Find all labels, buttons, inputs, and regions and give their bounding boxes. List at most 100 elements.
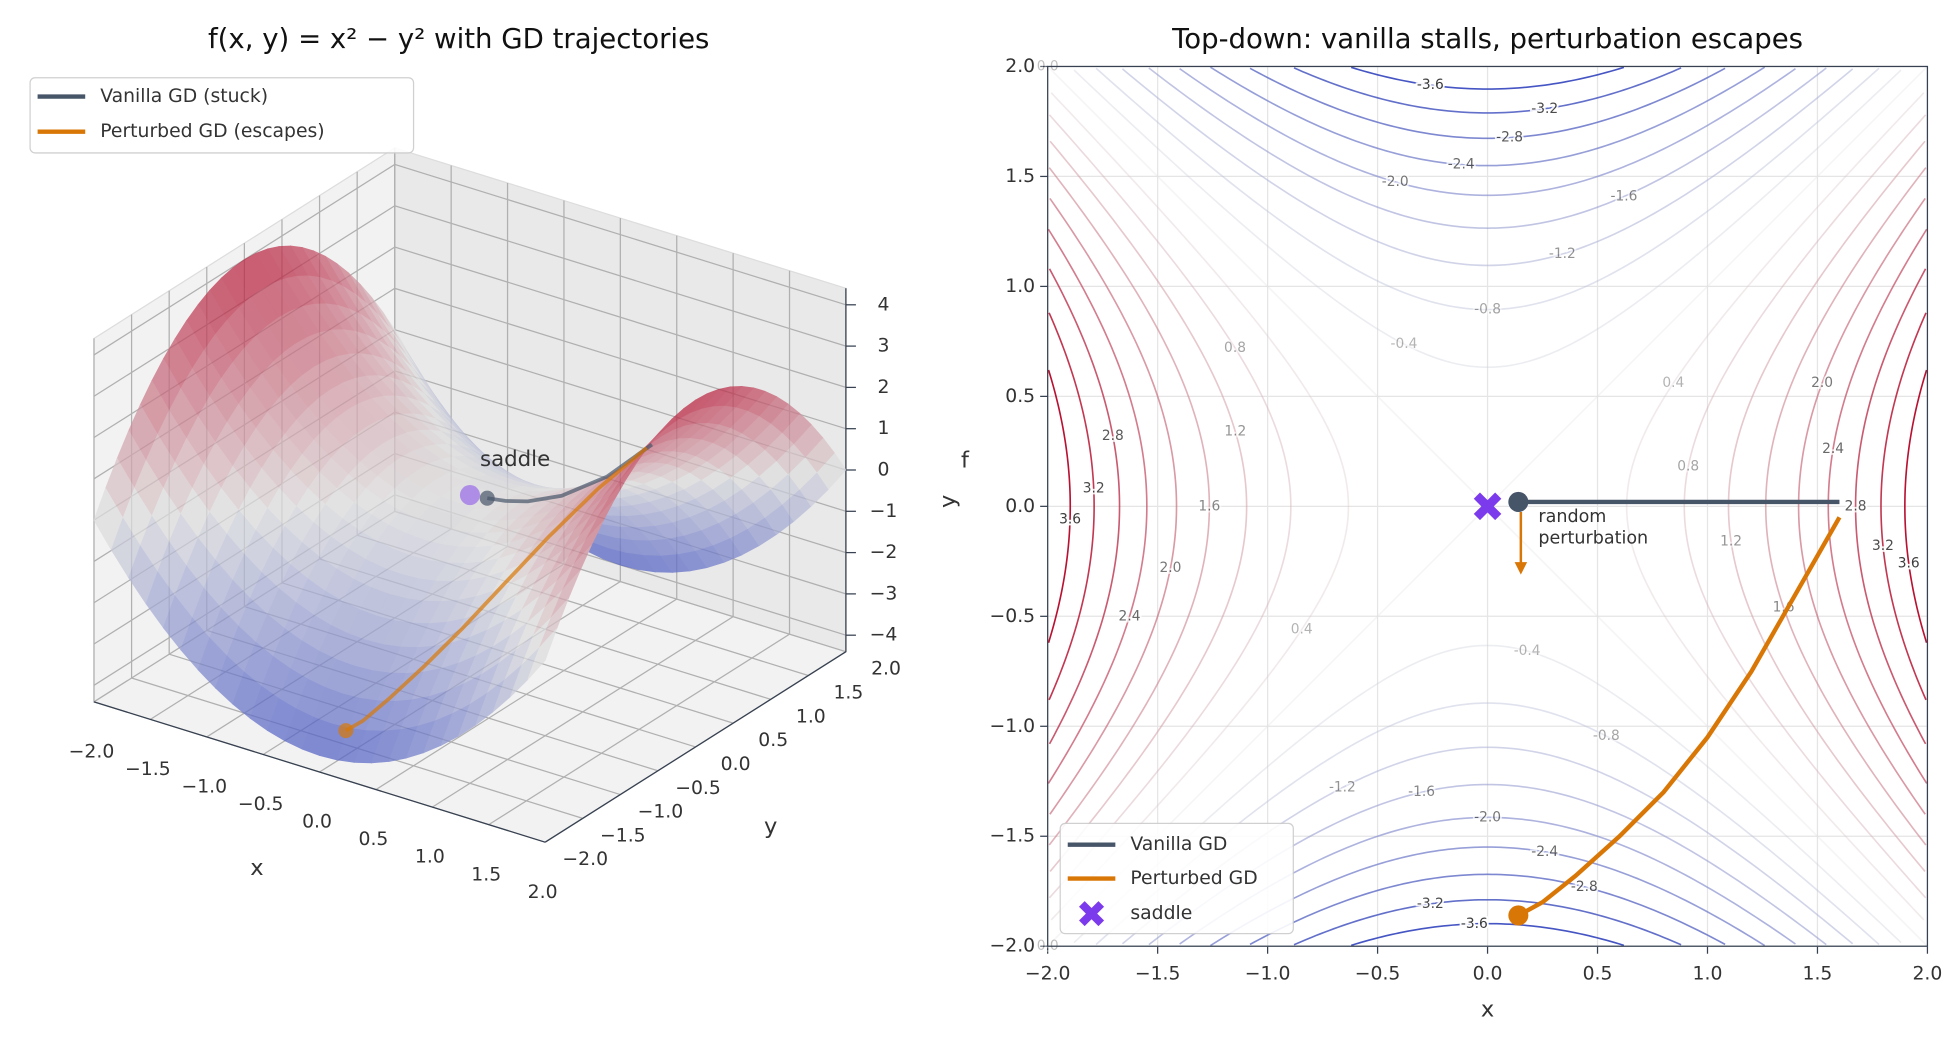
contour-label: -2.0 (1382, 174, 1409, 190)
y-tick-label: −1.0 (638, 802, 684, 823)
contour-label: 1.6 (1198, 498, 1220, 514)
contour-line (1764, 167, 1927, 846)
contour-label: 0.8 (1677, 459, 1699, 475)
contour-label: 2.8 (1102, 428, 1124, 444)
contour-label: 1.2 (1224, 424, 1246, 440)
y-axis-label: f (961, 448, 970, 474)
x-tick-label: 2.0 (528, 882, 558, 903)
contour-line (1350, 922, 1625, 947)
x-axis-label: x (250, 855, 263, 881)
y-tick-label: 1.0 (796, 706, 826, 727)
contour-label: 2.0 (1811, 375, 1833, 391)
contour-label: -3.6 (1417, 77, 1444, 93)
z-tick-label: 2 (878, 377, 890, 398)
contour-label: -3.2 (1531, 101, 1558, 117)
y-tick-label: 1.5 (1005, 166, 1035, 187)
y-tick-label: 0.5 (758, 730, 788, 751)
x-tick-label: 1.0 (415, 847, 445, 868)
contour-label: 3.6 (1898, 556, 1920, 572)
z-tick-label: 3 (878, 336, 890, 357)
contour-label: -2.4 (1531, 844, 1558, 860)
contour-line (1048, 114, 1292, 899)
legend-box (29, 77, 415, 154)
saddle-point (459, 485, 480, 506)
contour-line (1293, 67, 1682, 114)
legend-label: Vanilla GD (1130, 834, 1227, 855)
contour-line (1904, 369, 1928, 643)
contour-line (1048, 312, 1095, 701)
legend-label: Perturbed GD (escapes) (100, 121, 324, 142)
y-tick-label: −2.0 (562, 849, 608, 870)
contour-line (1048, 167, 1211, 846)
legend-box (1059, 822, 1294, 935)
contour-label: 2.4 (1822, 441, 1844, 457)
y-tick-label: −0.5 (675, 778, 721, 799)
z-tick-label: −2 (870, 542, 898, 563)
x-tick-label: −0.5 (1355, 963, 1401, 984)
contour-label: -0.8 (1593, 728, 1620, 744)
trajectory-line (344, 446, 648, 733)
contour-label: 1.2 (1720, 534, 1742, 550)
contour-label: -2.4 (1448, 157, 1475, 173)
annotation-arrowhead (1514, 562, 1528, 575)
contour-line (1073, 69, 1902, 369)
contour-label: 2.8 (1845, 498, 1867, 514)
y-tick-label: −0.5 (990, 606, 1036, 627)
y-axis (544, 651, 847, 843)
contour-line (1179, 68, 1796, 197)
x-tick-label: −2.0 (1025, 963, 1071, 984)
z-tick-label: −1 (870, 501, 898, 522)
y-tick-label: 0.5 (1005, 386, 1035, 407)
contour-line (1047, 228, 1148, 784)
contour-label: -0.4 (1391, 336, 1418, 352)
contour-line (1095, 67, 1880, 311)
contour-label: 2.0 (1160, 560, 1182, 576)
contour-line (1209, 846, 1766, 947)
legend-label: saddle (1130, 903, 1192, 924)
z-tick-label: −3 (870, 583, 898, 604)
x-tick-label: 1.5 (471, 864, 501, 885)
contour-line (1293, 898, 1682, 946)
x-tick-label: −0.5 (238, 794, 284, 815)
surface-cell (527, 628, 558, 680)
trajectory-end (338, 723, 354, 739)
x-tick-label: 2.0 (1912, 963, 1942, 984)
x-tick-label: 0.0 (302, 812, 332, 833)
contour-line (1249, 873, 1726, 946)
contour-line (1625, 92, 1925, 921)
contour-line (1148, 67, 1827, 229)
z-tick-label: 4 (878, 294, 890, 315)
contour-line (1854, 268, 1927, 745)
y-tick-label: −2.0 (990, 936, 1036, 957)
contour-line (1350, 66, 1625, 90)
y-tick-label: 0.0 (721, 754, 751, 775)
contour-line (1121, 68, 1854, 267)
x-tick-label: 0.0 (1473, 963, 1503, 984)
legend-label: Perturbed GD (1130, 868, 1257, 889)
contour-label: 2.4 (1119, 608, 1141, 624)
contour-label: -1.6 (1408, 784, 1435, 800)
contour-label: -2.8 (1571, 879, 1598, 895)
contour-line (1073, 644, 1902, 944)
x-tick-label: 1.0 (1693, 963, 1723, 984)
contour-label: -2.0 (1474, 809, 1501, 825)
y-axis-label: y (764, 814, 777, 840)
contour-label: -0.4 (1514, 643, 1541, 659)
contour-line (1049, 197, 1178, 815)
y-tick-label: −1.0 (990, 716, 1036, 737)
x-tick-label: 1.5 (1803, 963, 1833, 984)
contour-line (1209, 66, 1766, 167)
x-tick-label: −1.5 (125, 759, 171, 780)
contour-label: -1.2 (1329, 780, 1356, 796)
contours: -3.6 -3.6 -3.2 -3.2 -2.8 -2.8 -2.4 -2.4 -2.0 -2.0… (1035, 57, 1929, 956)
contour-line (1683, 114, 1927, 899)
plot-frame (1047, 65, 1929, 947)
saddle-label: saddle (480, 447, 550, 472)
trajectory-line (486, 443, 654, 504)
y-tick-label: 1.5 (833, 683, 863, 704)
x-tick-label: −1.0 (181, 777, 227, 798)
trajectory-line (1517, 516, 1842, 918)
contour-line (1827, 228, 1928, 784)
x-tick-label: 0.5 (1583, 963, 1613, 984)
y-tick-label: −1.5 (600, 825, 646, 846)
